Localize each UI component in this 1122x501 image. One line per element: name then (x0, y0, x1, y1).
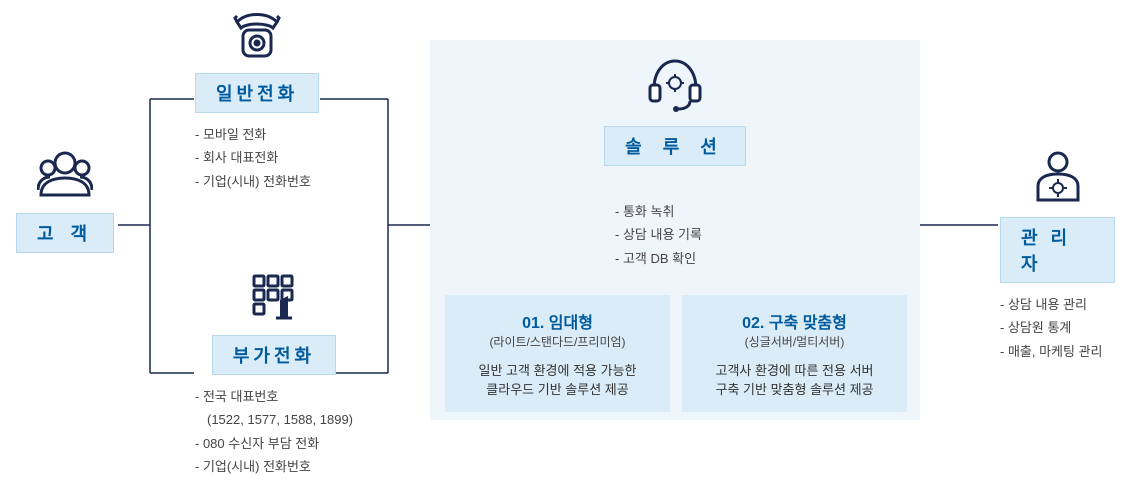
customer-node: 고 객 (10, 150, 120, 253)
phone-extra-label: 부가전화 (212, 335, 336, 375)
bullet-item: 고객 DB 확인 (615, 247, 702, 270)
admin-bullets: 상담 내용 관리상담원 통계매출, 마케팅 관리 (1000, 293, 1103, 363)
bullet-item: 상담 내용 기록 (615, 223, 702, 246)
option-custom-title: 02. 구축 맞춤형 (692, 309, 897, 333)
admin-icon (1032, 150, 1084, 209)
telephone-icon (229, 8, 285, 65)
option-custom-desc1: 고객사 환경에 따른 전용 서버 (692, 360, 897, 379)
option-rental-sub: (라이트/스탠다드/프리미엄) (455, 333, 660, 350)
option-custom-sub: (싱글서버/멀티서버) (692, 333, 897, 350)
customer-label: 고 객 (16, 213, 114, 253)
bullet-item: 상담원 통계 (1000, 316, 1103, 339)
option-rental-desc1: 일반 고객 환경에 적용 가능한 (455, 360, 660, 379)
keypad-icon (246, 270, 302, 327)
bullet-item: 기업(시내) 전화번호 (195, 455, 353, 478)
option-rental-desc2: 클라우드 기반 솔루션 제공 (455, 379, 660, 398)
people-icon (37, 150, 93, 205)
headset-icon (644, 55, 706, 118)
bullet-item: 전국 대표번호 (195, 385, 353, 408)
bullet-item: 상담 내용 관리 (1000, 293, 1103, 316)
bullet-item: (1522, 1577, 1588, 1899) (195, 408, 353, 431)
bullet-item: 회사 대표전화 (195, 146, 319, 169)
option-rental-title: 01. 임대형 (455, 309, 660, 333)
bullet-item: 매출, 마케팅 관리 (1000, 340, 1103, 363)
phone-general-bullets: 모바일 전화회사 대표전화기업(시내) 전화번호 (195, 123, 319, 193)
admin-node: 관 리 자 상담 내용 관리상담원 통계매출, 마케팅 관리 (1000, 150, 1115, 363)
solution-bullets: 통화 녹취상담 내용 기록고객 DB 확인 (615, 200, 702, 270)
phone-extra-bullets: 전국 대표번호 (1522, 1577, 1588, 1899)080 수신자 … (195, 385, 353, 479)
bullet-item: 080 수신자 부담 전화 (195, 432, 353, 455)
phone-general-label: 일반전화 (195, 73, 319, 113)
phone-general-node: 일반전화 모바일 전화회사 대표전화기업(시내) 전화번호 (195, 8, 319, 193)
option-rental-card: 01. 임대형 (라이트/스탠다드/프리미엄) 일반 고객 환경에 적용 가능한… (445, 295, 670, 412)
bullet-item: 기업(시내) 전화번호 (195, 170, 319, 193)
option-custom-desc2: 구축 기반 맞춤형 솔루션 제공 (692, 379, 897, 398)
bullet-item: 모바일 전화 (195, 123, 319, 146)
bullet-item: 통화 녹취 (615, 200, 702, 223)
phone-extra-node: 부가전화 전국 대표번호 (1522, 1577, 1588, 1899)080… (195, 270, 353, 479)
admin-label: 관 리 자 (1000, 217, 1115, 283)
solution-head: 솔 루 션 (590, 55, 760, 166)
solution-label: 솔 루 션 (604, 126, 746, 166)
option-custom-card: 02. 구축 맞춤형 (싱글서버/멀티서버) 고객사 환경에 따른 전용 서버 … (682, 295, 907, 412)
